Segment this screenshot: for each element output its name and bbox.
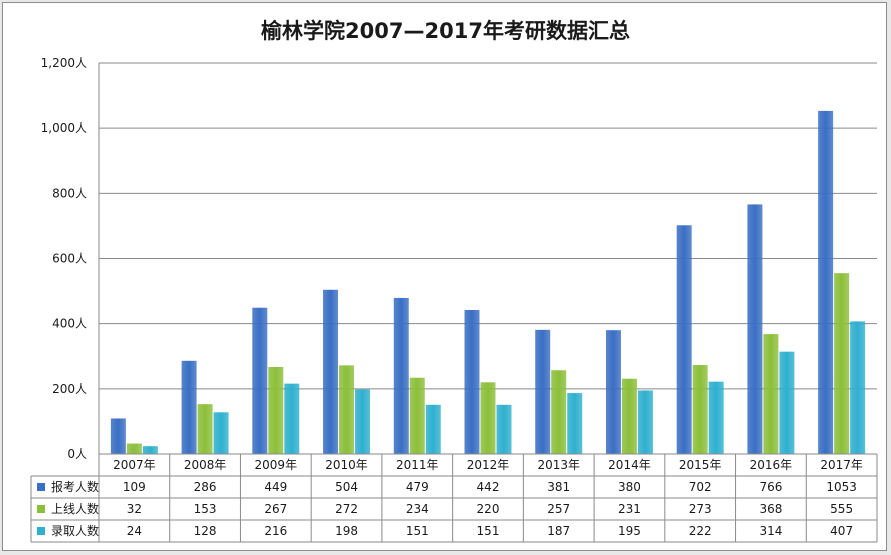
data-label: 1053 [826,480,857,494]
x-tick-label: 2008年 [184,458,227,472]
bar [551,370,567,454]
x-tick-label: 2016年 [750,458,793,472]
data-label: 257 [547,502,570,516]
x-tick-label: 2010年 [325,458,368,472]
data-label: 504 [335,480,358,494]
bar [818,110,834,455]
data-label: 273 [689,502,712,516]
y-tick-label: 400人 [52,317,87,331]
data-label: 449 [264,480,287,494]
chart-title: 榆林学院2007—2017年考研数据汇总 [261,19,630,43]
bar [605,330,621,454]
y-tick-label: 600人 [52,252,87,266]
x-tick-label: 2014年 [608,458,651,472]
bar [763,334,779,454]
bar [142,446,158,454]
y-tick-label: 800人 [52,186,87,200]
legend-label: 上线人数 [51,501,99,516]
data-label: 442 [477,480,500,494]
bar [850,321,866,454]
data-label: 153 [194,502,217,516]
bar [110,418,126,454]
legend-swatch [37,483,45,491]
x-tick-label: 2015年 [679,458,722,472]
data-label: 151 [477,524,500,538]
bar [268,367,284,454]
data-label: 195 [618,524,641,538]
data-label: 479 [406,480,429,494]
data-label: 198 [335,524,358,538]
data-label: 24 [127,524,142,538]
data-label: 381 [547,480,570,494]
bar [181,360,197,454]
legend-label: 报考人数 [51,479,99,494]
bar [496,404,512,454]
x-tick-label: 2007年 [113,458,156,472]
data-label: 187 [547,524,570,538]
data-label: 286 [194,480,217,494]
legend-swatch [37,505,45,513]
bar [637,390,653,454]
y-tick-label: 1,000人 [41,121,87,135]
data-label: 407 [830,524,853,538]
bar [779,351,795,454]
data-label: 234 [406,502,429,516]
bar [409,377,425,454]
bar [252,307,268,454]
data-label: 702 [689,480,712,494]
legend-label: 录取人数 [51,523,99,538]
data-label: 766 [759,480,782,494]
data-label: 128 [194,524,217,538]
bar [621,378,637,454]
legend-swatch [37,527,45,535]
bar [708,381,724,454]
bar [323,289,339,454]
bar [480,382,496,454]
data-label: 267 [264,502,287,516]
bar [567,393,583,454]
bar [284,383,300,454]
data-label: 272 [335,502,358,516]
data-label: 151 [406,524,429,538]
data-label: 220 [477,502,500,516]
data-label: 555 [830,502,853,516]
x-tick-label: 2017年 [820,458,863,472]
x-tick-label: 2009年 [255,458,298,472]
data-label: 314 [759,524,782,538]
chart-svg: 0人 200人 400人 600人 800人 1,000人 1,200人 2007年 2008年… [30,56,878,543]
bar [676,225,692,454]
y-tick-label: 0人 [67,447,87,461]
bar [535,329,551,454]
data-label: 216 [264,524,287,538]
data-label: 32 [127,502,142,516]
bar [425,404,441,454]
bar [339,365,355,454]
x-tick-label: 2013年 [537,458,580,472]
bar [126,443,142,454]
bar [355,389,371,454]
y-tick-label: 1,200人 [41,56,87,70]
y-tick-label: 200人 [52,382,87,396]
bar [393,297,409,454]
x-tick-label: 2011年 [396,458,439,472]
data-label: 222 [689,524,712,538]
bar [692,365,708,454]
data-label: 231 [618,502,641,516]
bar [834,273,850,454]
data-label: 109 [123,480,146,494]
bar [197,404,213,454]
bar [213,412,229,454]
x-tick-label: 2012年 [467,458,510,472]
data-label: 368 [759,502,782,516]
data-label: 380 [618,480,641,494]
bar [747,204,763,454]
bar [464,309,480,454]
